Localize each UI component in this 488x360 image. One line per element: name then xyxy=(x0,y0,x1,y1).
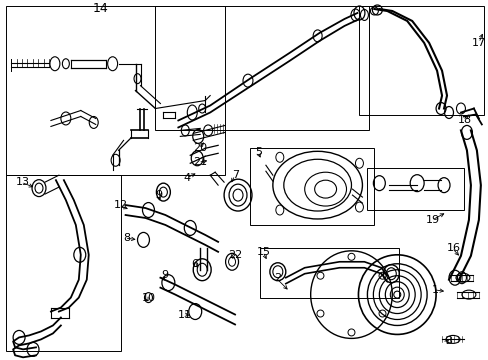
Text: 16: 16 xyxy=(446,243,460,253)
Text: 10: 10 xyxy=(141,293,155,303)
Text: 14: 14 xyxy=(93,3,108,15)
Text: 2: 2 xyxy=(274,273,281,283)
Text: 7: 7 xyxy=(232,170,239,180)
Text: 8: 8 xyxy=(123,233,130,243)
Text: 3: 3 xyxy=(445,336,451,346)
Text: 12: 12 xyxy=(113,200,127,210)
Bar xyxy=(260,248,398,298)
Bar xyxy=(6,6,224,175)
Text: 18: 18 xyxy=(457,116,471,125)
Text: 20: 20 xyxy=(193,143,207,153)
Bar xyxy=(6,175,121,351)
Text: 5: 5 xyxy=(255,147,262,157)
Text: 1: 1 xyxy=(431,285,438,294)
Text: 9: 9 xyxy=(155,190,162,200)
Text: 4: 4 xyxy=(183,173,190,183)
Bar xyxy=(366,168,463,210)
Text: 6: 6 xyxy=(191,259,198,269)
Bar xyxy=(359,6,483,116)
Text: 15: 15 xyxy=(256,247,270,257)
Text: 22: 22 xyxy=(227,250,242,260)
Text: 17: 17 xyxy=(471,38,485,48)
Text: 9: 9 xyxy=(161,270,167,280)
Text: 21: 21 xyxy=(193,157,207,167)
Text: 19: 19 xyxy=(425,215,439,225)
Bar xyxy=(249,148,374,225)
Text: 11: 11 xyxy=(178,310,192,320)
Bar xyxy=(155,6,368,130)
Text: 13: 13 xyxy=(16,177,30,187)
